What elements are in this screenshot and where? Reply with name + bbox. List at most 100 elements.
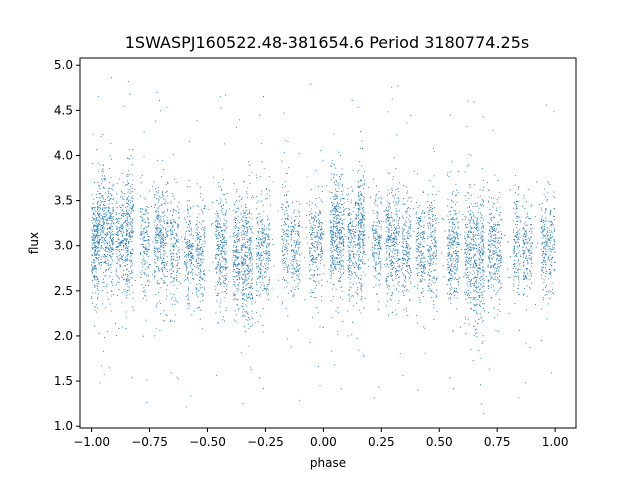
data-point: [93, 242, 95, 244]
data-point: [232, 268, 235, 270]
data-point: [97, 259, 99, 261]
data-point: [200, 275, 202, 278]
data-point: [106, 220, 108, 222]
data-point: [282, 204, 284, 206]
data-point: [298, 264, 300, 266]
data-point: [396, 249, 398, 251]
data-point: [159, 221, 161, 223]
data-point: [99, 164, 101, 166]
data-point: [241, 289, 243, 291]
data-point: [337, 230, 339, 232]
data-point: [364, 179, 366, 181]
data-point: [290, 222, 292, 224]
data-point: [310, 247, 313, 250]
data-point: [349, 208, 351, 211]
data-point: [243, 283, 245, 285]
data-point: [166, 264, 168, 266]
data-point: [402, 290, 404, 292]
data-point: [162, 227, 164, 229]
data-point: [334, 242, 336, 244]
data-point: [118, 244, 120, 246]
data-point: [332, 256, 334, 258]
data-point: [118, 288, 120, 290]
data-point: [313, 249, 315, 252]
data-point: [172, 263, 174, 265]
data-point: [294, 255, 296, 257]
data-point: [398, 231, 400, 233]
data-point: [175, 239, 177, 241]
data-point: [102, 224, 104, 226]
data-point: [157, 256, 159, 259]
data-point: [337, 217, 339, 219]
data-point: [185, 242, 187, 244]
data-point: [161, 191, 164, 193]
data-point: [116, 275, 119, 277]
data-point: [295, 242, 298, 244]
data-point: [225, 240, 228, 242]
data-point: [347, 198, 349, 200]
data-point: [259, 276, 261, 278]
data-point: [235, 245, 238, 247]
data-point: [294, 215, 296, 218]
data-point: [127, 224, 129, 226]
data-point: [204, 240, 206, 242]
data-point: [309, 255, 312, 257]
data-point: [170, 258, 172, 261]
data-point: [111, 282, 113, 284]
data-point: [321, 249, 323, 251]
data-point: [298, 283, 300, 285]
data-point: [240, 244, 242, 246]
data-point: [334, 188, 337, 190]
data-point: [316, 234, 318, 236]
data-point: [399, 182, 401, 184]
data-point: [199, 279, 201, 282]
data-point: [188, 304, 190, 306]
data-point: [287, 204, 289, 206]
data-point: [388, 237, 390, 239]
data-point: [245, 285, 247, 287]
data-point: [185, 275, 187, 277]
data-point: [407, 268, 409, 270]
data-point: [112, 207, 114, 209]
data-point: [376, 217, 378, 219]
data-point: [245, 227, 247, 229]
data-point: [145, 221, 147, 223]
data-point: [285, 233, 287, 235]
data-point: [335, 239, 337, 241]
data-point: [341, 193, 343, 195]
data-point: [123, 289, 125, 291]
data-point: [217, 281, 219, 283]
data-point: [234, 211, 236, 213]
data-point: [359, 131, 362, 133]
data-point: [144, 291, 146, 293]
data-point: [356, 254, 358, 256]
data-point: [350, 186, 352, 188]
data-point: [145, 295, 147, 297]
data-point: [391, 268, 394, 270]
data-point: [156, 198, 158, 200]
data-point: [102, 236, 104, 238]
data-point: [129, 215, 131, 218]
data-point: [166, 315, 168, 317]
data-point: [391, 227, 393, 229]
data-point: [392, 232, 395, 235]
data-point: [219, 234, 221, 236]
data-point: [407, 237, 409, 240]
data-point: [391, 291, 393, 294]
data-point: [283, 254, 285, 256]
data-point: [132, 219, 134, 221]
data-point: [293, 265, 295, 267]
data-point: [176, 265, 178, 267]
data-point: [331, 239, 333, 241]
data-point: [125, 328, 127, 330]
data-point: [338, 208, 340, 210]
data-point: [316, 269, 318, 271]
data-point: [93, 260, 95, 262]
data-point: [377, 308, 379, 311]
data-point: [240, 226, 242, 228]
data-point: [404, 258, 406, 260]
data-point: [336, 232, 338, 234]
data-point: [321, 251, 323, 253]
data-point: [222, 248, 224, 250]
data-point: [333, 272, 335, 275]
